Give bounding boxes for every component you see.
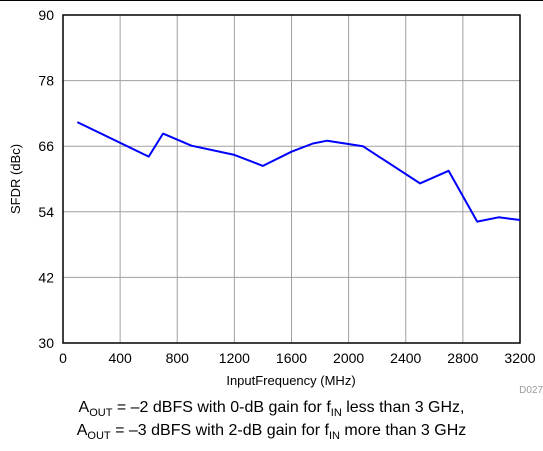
- x-tick-label: 0: [59, 350, 67, 366]
- caption-line-2: AOUT = –3 dBFS with 2-dB gain for fIN mo…: [76, 422, 467, 443]
- x-tick-label: 800: [166, 350, 190, 366]
- y-axis-title: SFDR (dBc): [8, 144, 23, 214]
- series-layer: [76, 121, 521, 223]
- plot-frame: [62, 14, 521, 344]
- y-tick-label: 90: [38, 7, 54, 23]
- x-axis-title: InputFrequency (MHz): [226, 373, 355, 388]
- y-tick-label: 66: [38, 138, 54, 154]
- x-tick-label: 2000: [333, 350, 364, 366]
- x-tick-label: 400: [108, 350, 132, 366]
- grid: [62, 14, 521, 344]
- figure-id: D027: [519, 385, 543, 395]
- caption: AOUT = –2 dBFS with 0-dB gain for fIN le…: [0, 396, 543, 442]
- sfdr-chart: 0 400 800 1200 1600 2000 2400 2800 3200 30 42 54 66…: [8, 7, 543, 395]
- top-rule: [0, 0, 543, 1]
- y-tick-label: 42: [38, 269, 54, 285]
- x-tick-label: 1200: [219, 350, 250, 366]
- x-tick-labels: 0 400 800 1200 1600 2000 2400 2800 3200: [59, 350, 536, 366]
- caption-line-1: AOUT = –2 dBFS with 0-dB gain for fIN le…: [78, 399, 465, 420]
- x-tick-label: 3200: [504, 350, 535, 366]
- series-line: [76, 121, 521, 223]
- x-tick-label: 2800: [447, 350, 478, 366]
- x-tick-label: 2400: [390, 350, 421, 366]
- y-tick-label: 30: [38, 335, 54, 351]
- y-tick-label: 54: [38, 204, 54, 220]
- x-tick-label: 1600: [276, 350, 307, 366]
- y-tick-labels: 30 42 54 66 78 90: [38, 7, 54, 351]
- y-tick-label: 78: [38, 73, 54, 89]
